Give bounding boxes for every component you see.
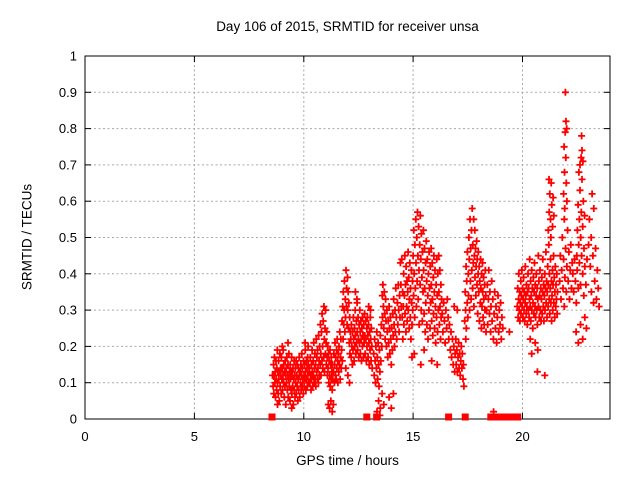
y-tick-label: 0.7 [59,157,77,172]
x-tick-label: 0 [81,429,88,444]
data-points [269,88,603,419]
y-tick-label: 0.8 [59,121,77,136]
y-tick-label: 1 [70,49,77,64]
zero-marker [487,413,495,421]
x-tick-label: 10 [297,429,311,444]
chart-title: Day 106 of 2015, SRMTID for receiver uns… [216,19,479,34]
zero-marker [514,413,522,421]
zero-marker [363,413,371,421]
y-axis-label: SRMTID / TECUs [19,183,35,291]
y-tick-label: 0.5 [59,230,77,245]
y-tick-label: 0.9 [59,85,77,100]
y-tick-label: 0.3 [59,303,77,318]
y-tick-label: 0.1 [59,375,77,390]
zero-marker [268,413,276,421]
zero-marker [445,413,453,421]
x-tick-label: 15 [406,429,420,444]
zero-marker [491,413,499,421]
x-tick-label: 20 [515,429,529,444]
y-tick-label: 0.4 [59,266,77,281]
y-tick-label: 0 [70,412,77,427]
zero-marker [461,413,469,421]
x-axis-label: GPS time / hours [296,453,399,468]
zero-marker [373,413,381,421]
x-tick-label: 5 [191,429,198,444]
y-tick-label: 0.6 [59,194,77,209]
y-tick-label: 0.2 [59,339,77,354]
plot-border [84,55,611,420]
